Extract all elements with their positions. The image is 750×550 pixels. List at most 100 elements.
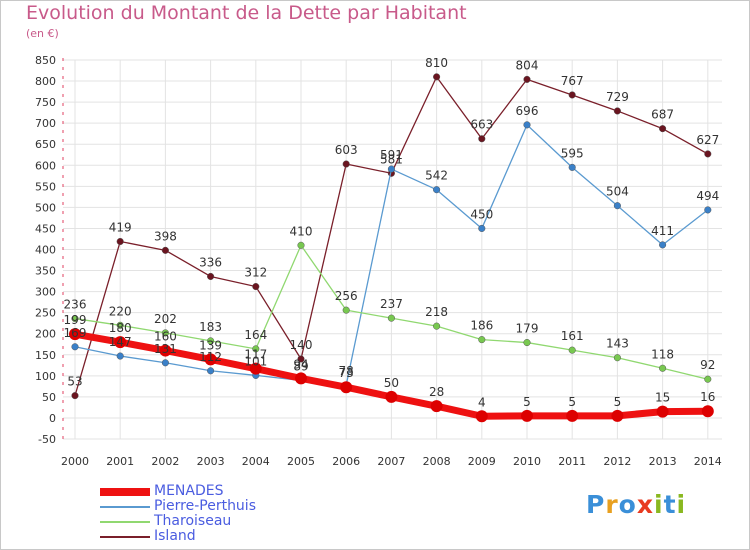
data-label: 16	[700, 390, 715, 404]
y-tick-label: 800	[35, 75, 56, 88]
legend-label: Pierre-Perthuis	[154, 498, 256, 514]
data-label: 398	[154, 229, 177, 243]
data-label: 94	[293, 357, 308, 371]
data-point-menades	[340, 381, 353, 394]
data-point-menades	[159, 344, 172, 357]
data-label: 186	[470, 319, 493, 333]
x-tick-label: 2008	[423, 455, 451, 468]
x-tick-label: 2009	[468, 455, 496, 468]
data-label: 810	[425, 56, 448, 70]
data-label: 117	[244, 348, 267, 362]
data-label: 312	[244, 266, 267, 280]
x-tick-label: 2003	[197, 455, 225, 468]
data-label: 767	[561, 74, 584, 88]
data-point-tharoiseau	[116, 321, 124, 329]
data-point-tharoiseau	[659, 364, 667, 372]
data-label: 336	[199, 255, 222, 269]
data-label: 450	[470, 207, 493, 221]
data-point-menades	[521, 409, 533, 422]
data-label: 140	[290, 338, 313, 352]
data-point-pierre-perthuis	[659, 241, 667, 249]
data-point-island	[207, 272, 215, 281]
y-tick-label: 350	[35, 265, 56, 278]
x-tick-label: 2002	[151, 455, 179, 468]
y-tick-label: 50	[42, 391, 56, 404]
legend: MENADES Pierre-Perthuis Tharoiseau Island	[100, 484, 256, 544]
x-tick-label: 2010	[513, 455, 541, 468]
x-tick-label: 2005	[287, 455, 315, 468]
legend-label: Island	[154, 528, 196, 544]
data-point-tharoiseau	[568, 346, 576, 354]
y-tick-label: 150	[35, 349, 56, 362]
legend-swatch	[100, 487, 150, 496]
data-point-tharoiseau	[613, 354, 621, 362]
data-label: 101	[244, 354, 267, 368]
y-tick-label: 850	[35, 54, 56, 67]
data-label: 5	[568, 395, 576, 409]
data-point-pierre-perthuis	[71, 343, 79, 351]
data-label: 410	[290, 224, 313, 238]
data-label: 236	[64, 298, 87, 312]
data-point-tharoiseau	[207, 337, 215, 345]
data-label: 696	[516, 104, 539, 118]
y-tick-label: 700	[35, 117, 56, 130]
data-label: 237	[380, 297, 403, 311]
data-point-island	[523, 75, 531, 83]
grid-lines	[63, 59, 722, 440]
data-point-menades	[69, 328, 81, 341]
data-point-island	[433, 73, 441, 81]
data-point-menades	[656, 405, 669, 418]
series-group	[69, 73, 714, 423]
data-label: 627	[696, 133, 719, 147]
data-label: 89	[293, 359, 308, 373]
logo-letter: i	[654, 490, 664, 519]
data-label: 4	[478, 395, 486, 409]
logo-letter: i	[676, 490, 687, 519]
data-label: 411	[651, 224, 674, 238]
data-point-menades	[566, 409, 579, 422]
data-label: 161	[561, 329, 584, 343]
data-label: 164	[244, 328, 267, 342]
data-label: 687	[651, 108, 674, 122]
data-label: 183	[199, 320, 222, 334]
data-label: 256	[335, 289, 358, 303]
data-label: 595	[561, 146, 584, 160]
data-point-island	[342, 160, 350, 168]
legend-label: Tharoiseau	[154, 513, 232, 529]
legend-item-menades: MENADES	[100, 484, 256, 499]
data-label: 78	[339, 364, 354, 378]
data-point-menades	[114, 336, 127, 349]
legend-swatch	[100, 535, 150, 538]
data-label: 603	[335, 143, 358, 157]
data-label: 180	[109, 321, 132, 335]
y-tick-label: 300	[35, 286, 56, 299]
data-point-tharoiseau	[478, 336, 486, 344]
data-point-menades	[295, 372, 307, 385]
logo-letter: o	[618, 490, 637, 519]
data-label: 218	[425, 305, 448, 319]
data-point-pierre-perthuis	[523, 121, 531, 129]
y-tick-label: 500	[35, 201, 56, 214]
data-label: 804	[516, 58, 539, 72]
x-tick-label: 2006	[332, 455, 360, 468]
data-point-pierre-perthuis	[704, 206, 712, 214]
x-tick-label: 2007	[377, 455, 405, 468]
data-point-island	[659, 125, 667, 133]
legend-label: MENADES	[154, 483, 224, 499]
data-point-tharoiseau	[387, 314, 395, 322]
data-point-tharoiseau	[704, 375, 712, 383]
data-point-menades	[611, 409, 624, 422]
data-point-island	[297, 355, 305, 363]
data-label: 591	[380, 148, 403, 162]
data-point-pierre-perthuis	[433, 186, 441, 194]
data-point-pierre-perthuis	[116, 352, 124, 360]
data-label: 112	[199, 350, 222, 364]
data-point-menades	[475, 410, 488, 423]
x-tick-label: 2001	[106, 455, 134, 468]
logo-letter: t	[663, 490, 677, 519]
data-point-pierre-perthuis	[387, 165, 395, 173]
data-point-island	[568, 91, 576, 99]
data-point-tharoiseau	[161, 329, 169, 337]
data-point-tharoiseau	[523, 339, 531, 347]
y-tick-label: 600	[35, 159, 56, 172]
